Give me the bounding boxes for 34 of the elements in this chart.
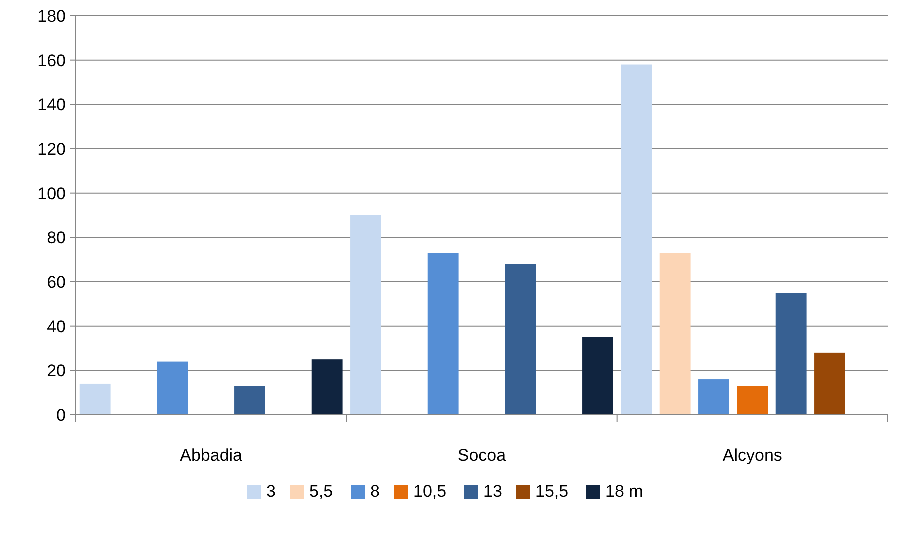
legend-label: 5,5 — [310, 482, 334, 501]
bar — [814, 352, 846, 415]
bar — [234, 386, 266, 415]
y-tick-label: 60 — [47, 272, 66, 292]
bar — [312, 360, 343, 415]
legend-label: 10,5 — [414, 482, 447, 501]
y-tick-label: 0 — [56, 406, 66, 425]
x-tick-label: Abbadia — [180, 446, 244, 465]
legend-label: 15,5 — [536, 482, 569, 501]
legend-label: 18 m — [606, 482, 644, 501]
y-tick-label: 120 — [38, 140, 66, 159]
bar — [621, 64, 652, 415]
y-tick-label: 140 — [38, 96, 66, 115]
bar — [737, 386, 768, 415]
y-tick-label: 100 — [38, 184, 66, 204]
legend-label: 8 — [370, 482, 380, 501]
legend-label: 3 — [266, 482, 276, 501]
y-tick-label: 40 — [47, 317, 66, 336]
bar — [582, 337, 614, 415]
x-tick-label: Alcyons — [722, 446, 782, 465]
bar — [157, 362, 188, 415]
bar — [698, 380, 730, 415]
legend-label: 13 — [484, 482, 502, 501]
bar — [505, 264, 536, 415]
bar — [660, 253, 691, 415]
y-tick-label: 80 — [47, 228, 66, 248]
bar — [80, 384, 111, 415]
bar — [350, 216, 382, 415]
bar — [776, 293, 807, 415]
x-tick-label: Socoa — [458, 446, 507, 465]
bar — [428, 253, 459, 415]
y-tick-label: 20 — [47, 362, 66, 381]
y-tick-label: 160 — [38, 51, 66, 70]
y-tick-label: 180 — [38, 6, 66, 26]
